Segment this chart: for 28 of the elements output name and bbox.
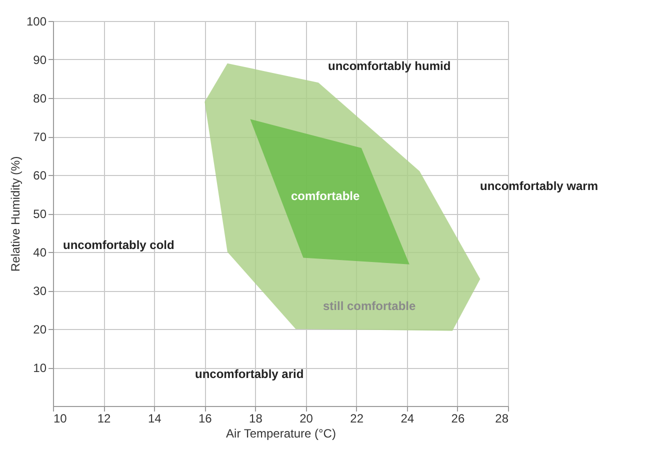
y-tick-label: 80	[33, 92, 47, 106]
y-tick-label: 30	[33, 284, 47, 298]
annotation: uncomfortably arid	[195, 367, 304, 381]
annotation: uncomfortably humid	[328, 59, 451, 73]
y-axis-title: Relative Humidity (%)	[8, 156, 22, 272]
y-tick-label: 70	[33, 130, 47, 144]
y-tick-label: 90	[33, 53, 47, 67]
annotation: uncomfortably cold	[63, 238, 174, 252]
y-tick-label: 20	[33, 322, 47, 336]
x-tick-label: 10	[54, 412, 68, 426]
x-tick-label: 12	[97, 412, 112, 426]
x-axis-title: Air Temperature (°C)	[226, 426, 336, 440]
x-tick-label: 14	[148, 412, 162, 426]
x-tick-label: 26	[451, 412, 465, 426]
y-tick-label: 50	[33, 207, 47, 221]
x-tick-label: 16	[198, 412, 212, 426]
y-tick-label: 60	[33, 168, 47, 182]
x-tick-label: 22	[350, 412, 364, 426]
x-tick-label: 28	[495, 412, 509, 426]
y-tick-label: 100	[26, 14, 47, 28]
y-tick-label: 10	[33, 361, 47, 375]
x-tick-label: 20	[300, 412, 314, 426]
annotation: uncomfortably warm	[480, 179, 598, 193]
annotation: comfortable	[291, 189, 360, 203]
y-tick-label: 40	[33, 246, 47, 260]
x-tick-label: 18	[249, 412, 263, 426]
x-tick-label: 24	[400, 412, 414, 426]
annotation: still comfortable	[323, 299, 416, 313]
